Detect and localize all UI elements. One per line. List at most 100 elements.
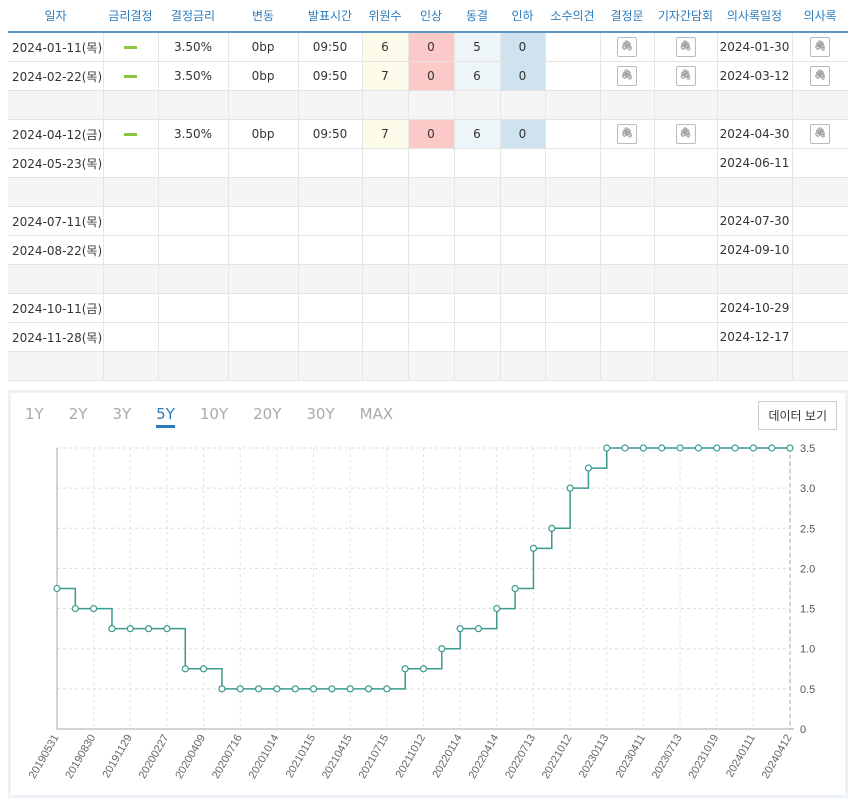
view-data-button[interactable]: 데이터 보기 [758, 401, 837, 430]
data-point [71, 604, 79, 613]
cell-decision [103, 293, 159, 323]
cell-minutes [792, 351, 848, 381]
cell-statement [600, 351, 655, 381]
tab-20y[interactable]: 20Y [253, 405, 282, 423]
hold-decision-icon [124, 75, 137, 78]
tab-max[interactable]: MAX [359, 405, 394, 423]
cell-minutes_date [717, 351, 793, 381]
cell-date: 2024-10-11(금) [8, 293, 104, 323]
data-point [713, 444, 721, 452]
cell-members: 7 [362, 61, 409, 91]
column-header: 인상 [408, 0, 454, 33]
data-point [218, 685, 226, 693]
attachment-icon[interactable]: 🖇 [810, 66, 831, 86]
cell-up [408, 235, 455, 265]
cell-minutes [792, 293, 848, 323]
cell-statement: 🖇 [600, 32, 655, 62]
y-tick-label: 3.5 [800, 443, 815, 455]
cell-members: 7 [362, 119, 409, 149]
cell-hold [454, 235, 501, 265]
data-point [328, 685, 336, 693]
cell-change [228, 90, 299, 120]
attachment-icon[interactable]: 🖇 [810, 37, 831, 57]
table-row [8, 351, 848, 381]
x-tick-label: 20200716 [210, 733, 245, 781]
cell-press: 🖇 [654, 119, 718, 149]
cell-change [228, 351, 299, 381]
cell-members [362, 235, 409, 265]
x-tick-label: 20230411 [614, 733, 648, 781]
cell-down [500, 90, 546, 120]
cell-hold [454, 322, 501, 352]
cell-time: 09:50 [298, 61, 363, 91]
cell-press [654, 351, 718, 381]
x-tick-label: 20240412 [760, 733, 795, 781]
cell-up [408, 264, 455, 294]
data-point [163, 625, 171, 633]
column-header: 일자 [8, 0, 103, 33]
data-point [511, 584, 519, 593]
cell-minutes [792, 177, 848, 207]
cell-decision [103, 119, 159, 149]
cell-minutes [792, 90, 848, 120]
cell-up [408, 351, 455, 381]
table-row: 2024-02-22(목) 3.50% 0bp 09:50 7 0 6 0 🖇 🖇 2024-03-… [8, 61, 848, 91]
cell-minority [545, 206, 601, 236]
data-point [383, 685, 391, 693]
cell-decision [103, 351, 159, 381]
y-tick-label: 0 [800, 724, 806, 736]
column-header: 인하 [500, 0, 545, 33]
cell-time [298, 177, 363, 207]
table-row: 2024-05-23(목) 2024-06-11 [8, 148, 848, 178]
cell-date: 2024-01-11(목) [8, 32, 104, 62]
table-row: 2024-08-22(목) 2024-09-10 [8, 235, 848, 265]
tab-1y[interactable]: 1Y [25, 405, 44, 423]
data-point [456, 625, 464, 633]
table-row: 2024-04-12(금) 3.50% 0bp 09:50 7 0 6 0 🖇 🖇 2024-04-… [8, 119, 848, 149]
cell-change [228, 322, 299, 352]
table-row: 2024-10-11(금) 2024-10-29 [8, 293, 848, 323]
attachment-icon[interactable]: 🖇 [617, 37, 637, 57]
column-header: 발표시간 [298, 0, 362, 33]
data-point [90, 604, 98, 613]
cell-hold [454, 90, 501, 120]
tab-2y[interactable]: 2Y [68, 405, 88, 423]
cell-press [654, 206, 718, 236]
x-tick-label: 20220114 [430, 733, 464, 781]
attachment-icon[interactable]: 🖇 [617, 124, 637, 144]
cell-minutes [792, 206, 848, 236]
x-tick-label: 20230113 [577, 733, 611, 781]
cell-minority [545, 322, 601, 352]
cell-press [654, 177, 718, 207]
tab-5y[interactable]: 5Y [156, 405, 175, 428]
cell-hold [454, 264, 501, 294]
tab-10y[interactable]: 10Y [199, 405, 229, 423]
attachment-icon[interactable]: 🖇 [810, 124, 831, 144]
tab-3y[interactable]: 3Y [112, 405, 132, 423]
x-tick-label: 20220713 [503, 733, 538, 781]
x-tick-label: 20200409 [173, 733, 208, 781]
data-point [200, 665, 208, 673]
cell-down [500, 322, 546, 352]
rate-decision-table: 일자 금리결정 결정금리 변동 발표시간 위원수 인상 동결 인하 소수의견 결정문 기자간담회 의사록… [8, 0, 848, 381]
x-tick-label: 20221012 [540, 733, 575, 781]
data-point [731, 444, 739, 452]
table-row [8, 90, 848, 120]
cell-decision [103, 177, 159, 207]
attachment-icon[interactable]: 🖇 [675, 124, 696, 144]
cell-down [500, 177, 546, 207]
attachment-icon[interactable]: 🖇 [617, 66, 637, 86]
cell-rate [158, 322, 229, 352]
attachment-icon[interactable]: 🖇 [675, 66, 696, 86]
x-tick-label: 20201014 [247, 733, 282, 781]
x-tick-label: 20210115 [284, 733, 318, 781]
cell-statement [600, 322, 655, 352]
hold-decision-icon [124, 46, 137, 49]
column-header: 금리결정 [103, 0, 158, 33]
cell-press [654, 322, 718, 352]
attachment-icon[interactable]: 🖇 [675, 37, 696, 57]
tab-30y[interactable]: 30Y [306, 405, 335, 423]
cell-change: 0bp [228, 61, 299, 91]
cell-rate: 3.50% [158, 61, 229, 91]
column-header: 의사록 [792, 0, 848, 33]
